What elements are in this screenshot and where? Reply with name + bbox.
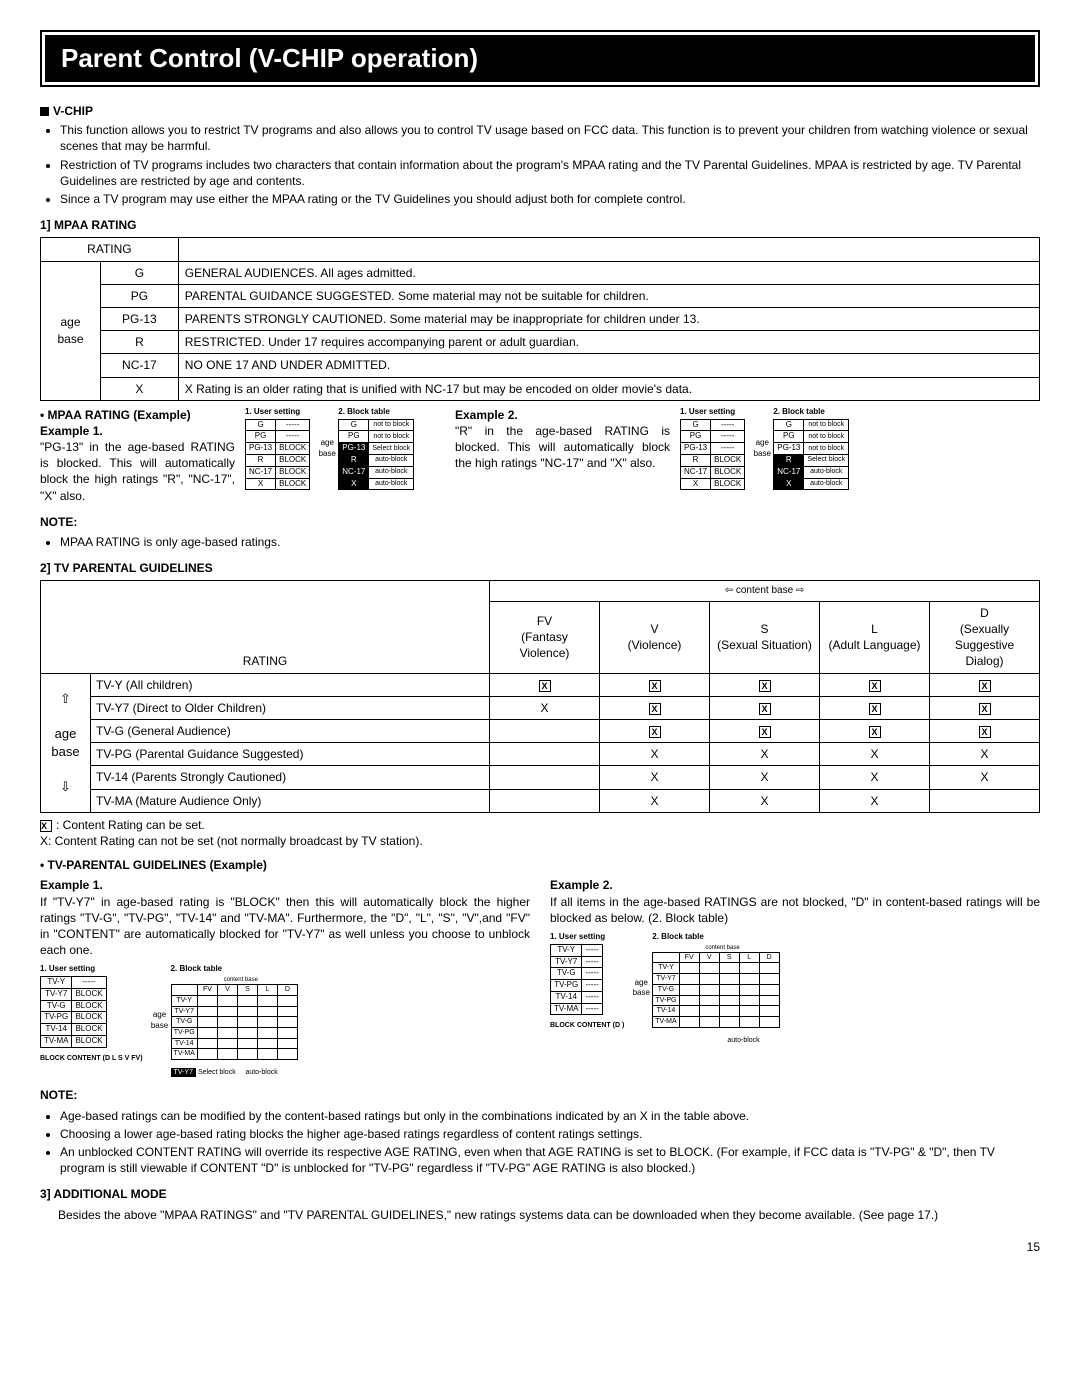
- mpaa-ex1-block: Gnot to blockPGnot to blockPG-13Select b…: [338, 419, 414, 491]
- tv-ex2-user: TV-Y-----TV-Y7-----TV-G-----TV-PG-----TV…: [550, 944, 603, 1016]
- mpaa-ex1-user: G-----PG-----PG-13BLOCKRBLOCKNC-17BLOCKX…: [245, 419, 310, 491]
- mpaa-heading: 1] MPAA RATING: [40, 217, 1040, 233]
- tv-ex1-user: TV-Y-----TV-Y7BLOCKTV-GBLOCKTV-PGBLOCKTV…: [40, 976, 107, 1048]
- additional-text: Besides the above "MPAA RATINGS" and "TV…: [40, 1207, 1040, 1223]
- vchip-bullet: Restriction of TV programs includes two …: [60, 157, 1040, 189]
- title-box: Parent Control (V-CHIP operation): [40, 30, 1040, 87]
- note-heading: NOTE:: [40, 514, 1040, 530]
- tv-ex1-block: FVVSLDTV-YTV-Y7TV-GTV-PGTV-14TV-MA: [171, 984, 298, 1060]
- tv-examples: Example 1. If "TV-Y7" in age-based ratin…: [40, 877, 1040, 1077]
- page-number: 15: [40, 1239, 1040, 1255]
- tv-table: RATING ⇦ content base ⇨ FV(Fantasy Viole…: [40, 580, 1040, 812]
- tv-heading: 2] TV PARENTAL GUIDELINES: [40, 560, 1040, 576]
- additional-heading: 3] ADDITIONAL MODE: [40, 1186, 1040, 1202]
- vchip-bullet: This function allows you to restrict TV …: [60, 122, 1040, 154]
- vchip-bullets: This function allows you to restrict TV …: [40, 122, 1040, 207]
- vchip-bullet: Since a TV program may use either the MP…: [60, 191, 1040, 207]
- tv-ex2-block: FVVSLDTV-YTV-Y7TV-GTV-PGTV-14TV-MA: [652, 952, 779, 1028]
- tv-legend: X: Content Rating can be set. X: Content…: [40, 817, 1040, 849]
- mpaa-ex2-block: Gnot to blockPGnot to blockPG-13not to b…: [773, 419, 849, 491]
- mpaa-table: RATING age baseGGENERAL AUDIENCES. All a…: [40, 237, 1040, 400]
- page-title: Parent Control (V-CHIP operation): [45, 35, 1035, 82]
- tv-notes: Age-based ratings can be modified by the…: [40, 1108, 1040, 1177]
- mpaa-note: MPAA RATING is only age-based ratings.: [40, 534, 1040, 550]
- mpaa-ex2-user: G-----PG-----PG-13-----RBLOCKNC-17BLOCKX…: [680, 419, 745, 491]
- vchip-heading: V-CHIP: [40, 103, 1040, 119]
- mpaa-examples: • MPAA RATING (Example) Example 1. "PG-1…: [40, 407, 1040, 504]
